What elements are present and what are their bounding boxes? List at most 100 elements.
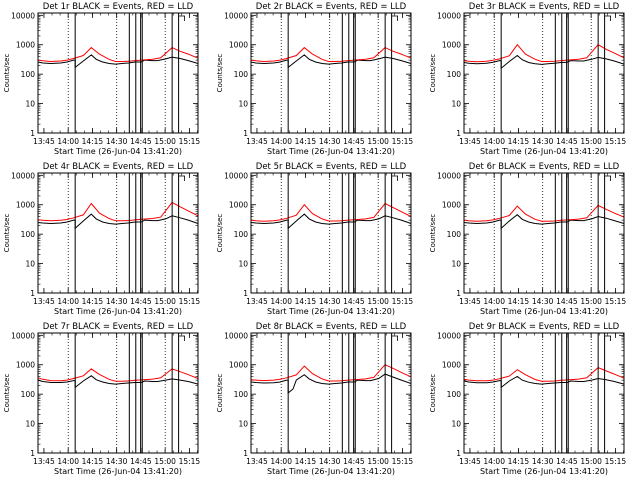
plot-frame [37,12,199,134]
y-tick-label: 10000 [11,331,35,340]
y-tick-label: 10000 [224,331,248,340]
panel-title: Det 3r BLACK = Events, RED = LLD [469,2,620,12]
y-tick-label: 100 [21,390,36,399]
x-tick-label: 15:00 [367,137,389,146]
x-tick-label: 15:00 [580,137,602,146]
y-tick-label: 10 [238,100,248,109]
x-tick-label: 14:15 [508,137,530,146]
panel-det-2: Det 2r BLACK = Events, RED = LLD Counts/s… [216,2,413,156]
panel-title: Det 7r BLACK = Events, RED = LLD [43,322,194,332]
y-tick-label: 1 [30,289,35,298]
x-axis-label: Start Time (26-Jun-04 13:41:20) [480,147,608,156]
panel-title: Det 1r BLACK = Events, RED = LLD [43,2,194,12]
y-tick-label: 1000 [442,201,461,210]
y-tick-label: 1 [243,449,248,458]
x-tick-label: 13:45 [459,457,481,466]
x-tick-label: 15:15 [392,457,414,466]
x-tick-label: 14:45 [556,137,578,146]
x-tick-label: 13:45 [246,297,268,306]
x-tick-label: 14:00 [270,137,292,146]
x-tick-label: 14:30 [319,137,341,146]
plot-frame [250,332,412,454]
y-tick-label: 10 [451,260,461,269]
x-tick-label: 14:15 [82,137,104,146]
plot-frame [37,332,199,454]
x-tick-label: 14:00 [57,137,79,146]
y-axis-label: Counts/sec [429,374,437,413]
y-tick-label: 10 [238,260,248,269]
series-lld-line [250,364,412,382]
panel-title: Det 6r BLACK = Events, RED = LLD [469,162,620,172]
panel-det-5: Det 5r BLACK = Events, RED = LLD Counts/s… [216,162,413,316]
series-events-line [250,373,412,394]
x-tick-label: 14:30 [532,457,554,466]
x-tick-label: 14:30 [106,457,128,466]
x-axis-label: Start Time (26-Jun-04 13:41:20) [54,147,182,156]
y-axis-label: Counts/sec [3,214,11,253]
series-lld-line [37,201,199,222]
y-tick-label: 1000 [16,201,35,210]
series-lld-line [37,368,199,382]
y-tick-label: 1 [456,449,461,458]
y-tick-label: 10 [451,420,461,429]
panel-det-8: Det 8r BLACK = Events, RED = LLD Counts/s… [216,322,413,476]
y-tick-label: 10000 [437,171,461,180]
series-events-line [463,54,625,70]
y-tick-label: 1000 [229,361,248,370]
x-tick-label: 14:30 [319,457,341,466]
x-tick-label: 15:00 [154,457,176,466]
y-tick-label: 1000 [442,361,461,370]
interval-bracket [391,15,399,21]
x-tick-label: 13:45 [246,457,268,466]
x-tick-label: 15:15 [179,297,201,306]
x-tick-label: 14:00 [57,297,79,306]
series-events-line [463,375,625,389]
y-tick-label: 100 [234,390,249,399]
x-tick-label: 14:45 [556,457,578,466]
interval-bracket [178,335,186,341]
interval-bracket [391,175,399,181]
panel-det-6: Det 6r BLACK = Events, RED = LLD Counts/s… [429,162,626,316]
y-tick-label: 100 [447,70,462,79]
x-tick-label: 14:45 [130,457,152,466]
panel-title: Det 4r BLACK = Events, RED = LLD [43,162,194,172]
series-events-line [250,54,412,69]
x-tick-label: 14:30 [319,297,341,306]
x-tick-label: 14:15 [82,297,104,306]
plot-frame [250,172,412,294]
y-tick-label: 10 [238,420,248,429]
y-tick-label: 10000 [224,171,248,180]
y-tick-label: 10 [25,100,35,109]
x-tick-label: 15:00 [154,137,176,146]
y-tick-label: 100 [234,230,249,239]
x-tick-label: 15:00 [367,457,389,466]
x-tick-label: 14:45 [343,297,365,306]
x-tick-label: 14:30 [106,297,128,306]
y-tick-label: 100 [234,70,249,79]
x-tick-label: 15:15 [605,457,627,466]
panel-title: Det 9r BLACK = Events, RED = LLD [469,322,620,332]
x-tick-label: 14:30 [532,297,554,306]
y-tick-label: 1000 [16,41,35,50]
y-tick-label: 10000 [437,11,461,20]
interval-bracket [604,335,612,341]
series-lld-line [250,202,412,222]
x-tick-label: 13:45 [459,137,481,146]
y-tick-label: 1 [456,289,461,298]
series-events-line [37,375,199,389]
x-tick-label: 14:15 [82,457,104,466]
x-tick-label: 14:00 [270,297,292,306]
series-lld-line [250,46,412,63]
interval-bracket [604,175,612,181]
series-lld-line [37,46,199,63]
y-tick-label: 100 [447,230,462,239]
interval-bracket [178,15,186,21]
y-tick-label: 10 [25,420,35,429]
x-tick-label: 15:15 [392,297,414,306]
y-tick-label: 1000 [229,41,248,50]
interval-bracket [604,15,612,21]
panel-det-1: Det 1r BLACK = Events, RED = LLD Counts/s… [3,2,200,156]
panel-title: Det 8r BLACK = Events, RED = LLD [256,322,407,332]
x-tick-label: 14:45 [130,137,152,146]
y-tick-label: 1 [456,129,461,138]
